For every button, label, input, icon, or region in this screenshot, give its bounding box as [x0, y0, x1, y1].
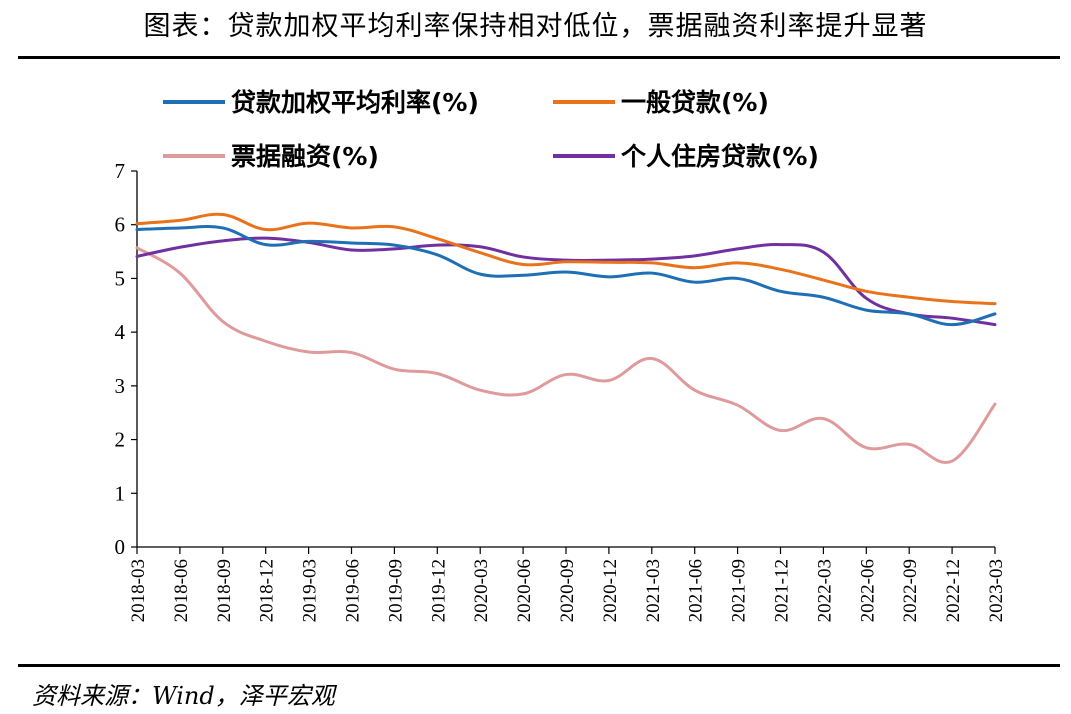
x-tick-label: 2020-09 — [557, 559, 578, 622]
x-tick-label: 2018-09 — [214, 559, 235, 622]
top-rule — [18, 56, 1060, 59]
x-tick-label: 2019-03 — [300, 559, 321, 622]
x-tick-label: 2019-06 — [343, 559, 364, 622]
x-tick-label: 2019-09 — [385, 559, 406, 622]
figure-title: 图表：贷款加权平均利率保持相对低位，票据融资利率提升显著 — [143, 11, 928, 42]
source-note: 资料来源：Wind，泽平宏观 — [32, 682, 335, 710]
y-tick-label: 0 — [115, 535, 126, 559]
x-tick-label: 2022-03 — [814, 559, 835, 622]
series-line-3 — [135, 236, 997, 327]
series-lines — [135, 212, 997, 465]
legend-label-1: 一般贷款(%) — [621, 88, 769, 117]
x-tick-label: 2018-06 — [171, 559, 192, 622]
y-tick-label: 5 — [115, 266, 126, 290]
x-tick-label: 2020-03 — [471, 559, 492, 622]
bottom-rule — [18, 664, 1060, 667]
x-tick-label: 2021-09 — [729, 559, 750, 622]
x-tick-label: 2021-12 — [772, 559, 793, 622]
y-tick-label: 7 — [115, 159, 126, 183]
x-tick-label: 2018-03 — [128, 559, 149, 622]
series-line-1 — [135, 212, 997, 306]
legend-label-2: 票据融资(%) — [231, 142, 379, 171]
axes: 0 1 2 3 4 5 6 7 2018-03 2018-06 2018-09 2018-12 2019… — [115, 159, 1008, 622]
x-tick-label: 2022-12 — [943, 559, 964, 622]
y-tick-label: 1 — [115, 481, 126, 505]
x-tick-label: 2019-12 — [428, 559, 449, 622]
legend-label-3: 个人住房贷款(%) — [621, 142, 819, 171]
series-line-0 — [135, 225, 997, 327]
x-tick-label: 2022-09 — [900, 559, 921, 622]
series-line-2 — [135, 246, 997, 465]
x-tick-label: 2020-12 — [600, 559, 621, 622]
x-tick-label: 2018-12 — [257, 559, 278, 622]
x-tick-label: 2022-06 — [857, 559, 878, 622]
y-tick-label: 3 — [115, 374, 126, 398]
legend-label-0: 贷款加权平均利率(%) — [231, 88, 479, 117]
x-tick-label: 2020-06 — [514, 559, 535, 622]
x-tick-label: 2021-06 — [686, 559, 707, 622]
y-tick-label: 2 — [115, 428, 126, 452]
y-tick-label: 6 — [115, 213, 126, 237]
x-tick-label: 2021-03 — [643, 559, 664, 622]
y-tick-label: 4 — [115, 320, 126, 344]
x-tick-label: 2023-03 — [986, 559, 1007, 622]
legend: 贷款加权平均利率(%) 一般贷款(%) 票据融资(%) 个人住房贷款(%) — [163, 88, 819, 171]
